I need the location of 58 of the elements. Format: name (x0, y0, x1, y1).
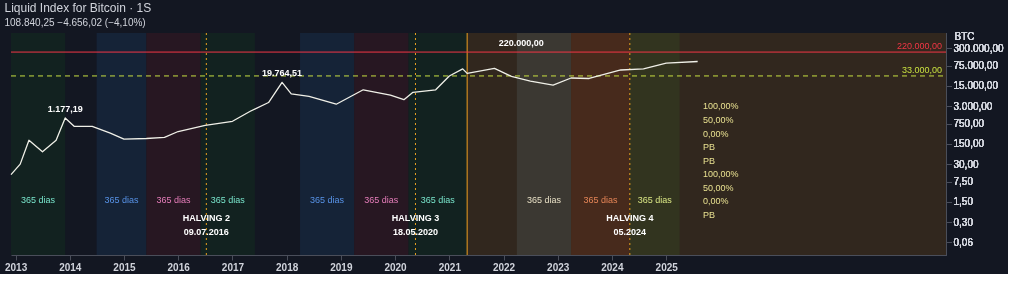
y-tick-label: 150,00 (953, 138, 985, 150)
y-tick-label: 750,00 (953, 118, 985, 130)
line-series (10, 60, 699, 176)
x-tick-label: 2016 (167, 261, 191, 273)
y-tick-label: 30,00 (953, 158, 979, 170)
x-tick-label: 2023 (547, 261, 570, 273)
band-label: 365 dias (310, 195, 345, 205)
annotation: PB (702, 155, 715, 166)
ref-line-label: HALVING 3 (391, 213, 440, 223)
y-tick-label: 15.000,00 (953, 80, 999, 92)
y-tick-label: 75.000,00 (953, 60, 999, 72)
x-tick-label: 2025 (655, 261, 679, 273)
annotation: 18.05.2020 (392, 227, 439, 238)
y-tick-label: 300.000,00 (953, 42, 1004, 54)
annotation: 05.2024 (613, 227, 647, 238)
y-tick-label: 0,06 (953, 236, 974, 248)
x-tick-label: 2020 (384, 261, 408, 273)
band-label: 365 dias (637, 195, 673, 205)
annotation: PB (702, 142, 715, 153)
y-tick-label: 1,50 (953, 196, 974, 208)
x-tick-label: 2018 (276, 261, 299, 273)
x-tick-label: 2019 (330, 261, 353, 273)
annotation: 09.07.2016 (183, 227, 229, 238)
x-tick-label: 2015 (113, 261, 137, 273)
annotation: 50,00% (702, 182, 734, 193)
ref-line-label: HALVING 2 (182, 213, 231, 223)
band-label: 365 dias (210, 195, 246, 205)
annotation: 1.177,19 (47, 103, 83, 114)
band-label: 365 dias (21, 195, 56, 205)
band-label: 365 dias (364, 195, 399, 205)
annotation: 50,00% (702, 114, 734, 125)
annotation: 19.764,51 (262, 68, 303, 79)
annotation: PB (702, 209, 715, 220)
x-tick-label: 2014 (59, 261, 82, 273)
annotation: 100,00% (702, 169, 739, 180)
band-label: 365 dias (526, 195, 562, 205)
ref-line-label: HALVING 4 (606, 213, 654, 223)
y-tick-label: 0,30 (953, 216, 974, 228)
band-label: 365 dias (583, 195, 618, 205)
y-axis-title: BTC (954, 30, 975, 42)
band-label: 365 dias (104, 195, 140, 205)
chart-subtitle: 108.840,25 −4.656,02 (−4,10%) (4, 17, 146, 28)
x-tick-label: 2017 (221, 261, 245, 273)
y-tick-label: 7,50 (953, 176, 974, 188)
ref-line-label: 220.000,00 (896, 41, 942, 52)
annotation: 220.000,00 (498, 38, 544, 49)
band-label: 365 dias (420, 195, 456, 205)
annotation: 0,00% (702, 196, 729, 207)
x-tick-label: 2022 (492, 261, 516, 273)
band-label: 365 dias (156, 195, 192, 205)
annotation: 100,00% (702, 101, 739, 112)
ref-line-label: 33.000,00 (901, 64, 942, 75)
x-tick-label: 2024 (601, 261, 624, 273)
annotation: 0,00% (702, 128, 729, 139)
x-tick-label: 2013 (4, 261, 28, 273)
chart-title: Liquid Index for Bitcoin · 1S (4, 1, 152, 15)
y-tick-label: 3.000,00 (953, 100, 993, 112)
x-tick-label: 2021 (438, 261, 462, 273)
